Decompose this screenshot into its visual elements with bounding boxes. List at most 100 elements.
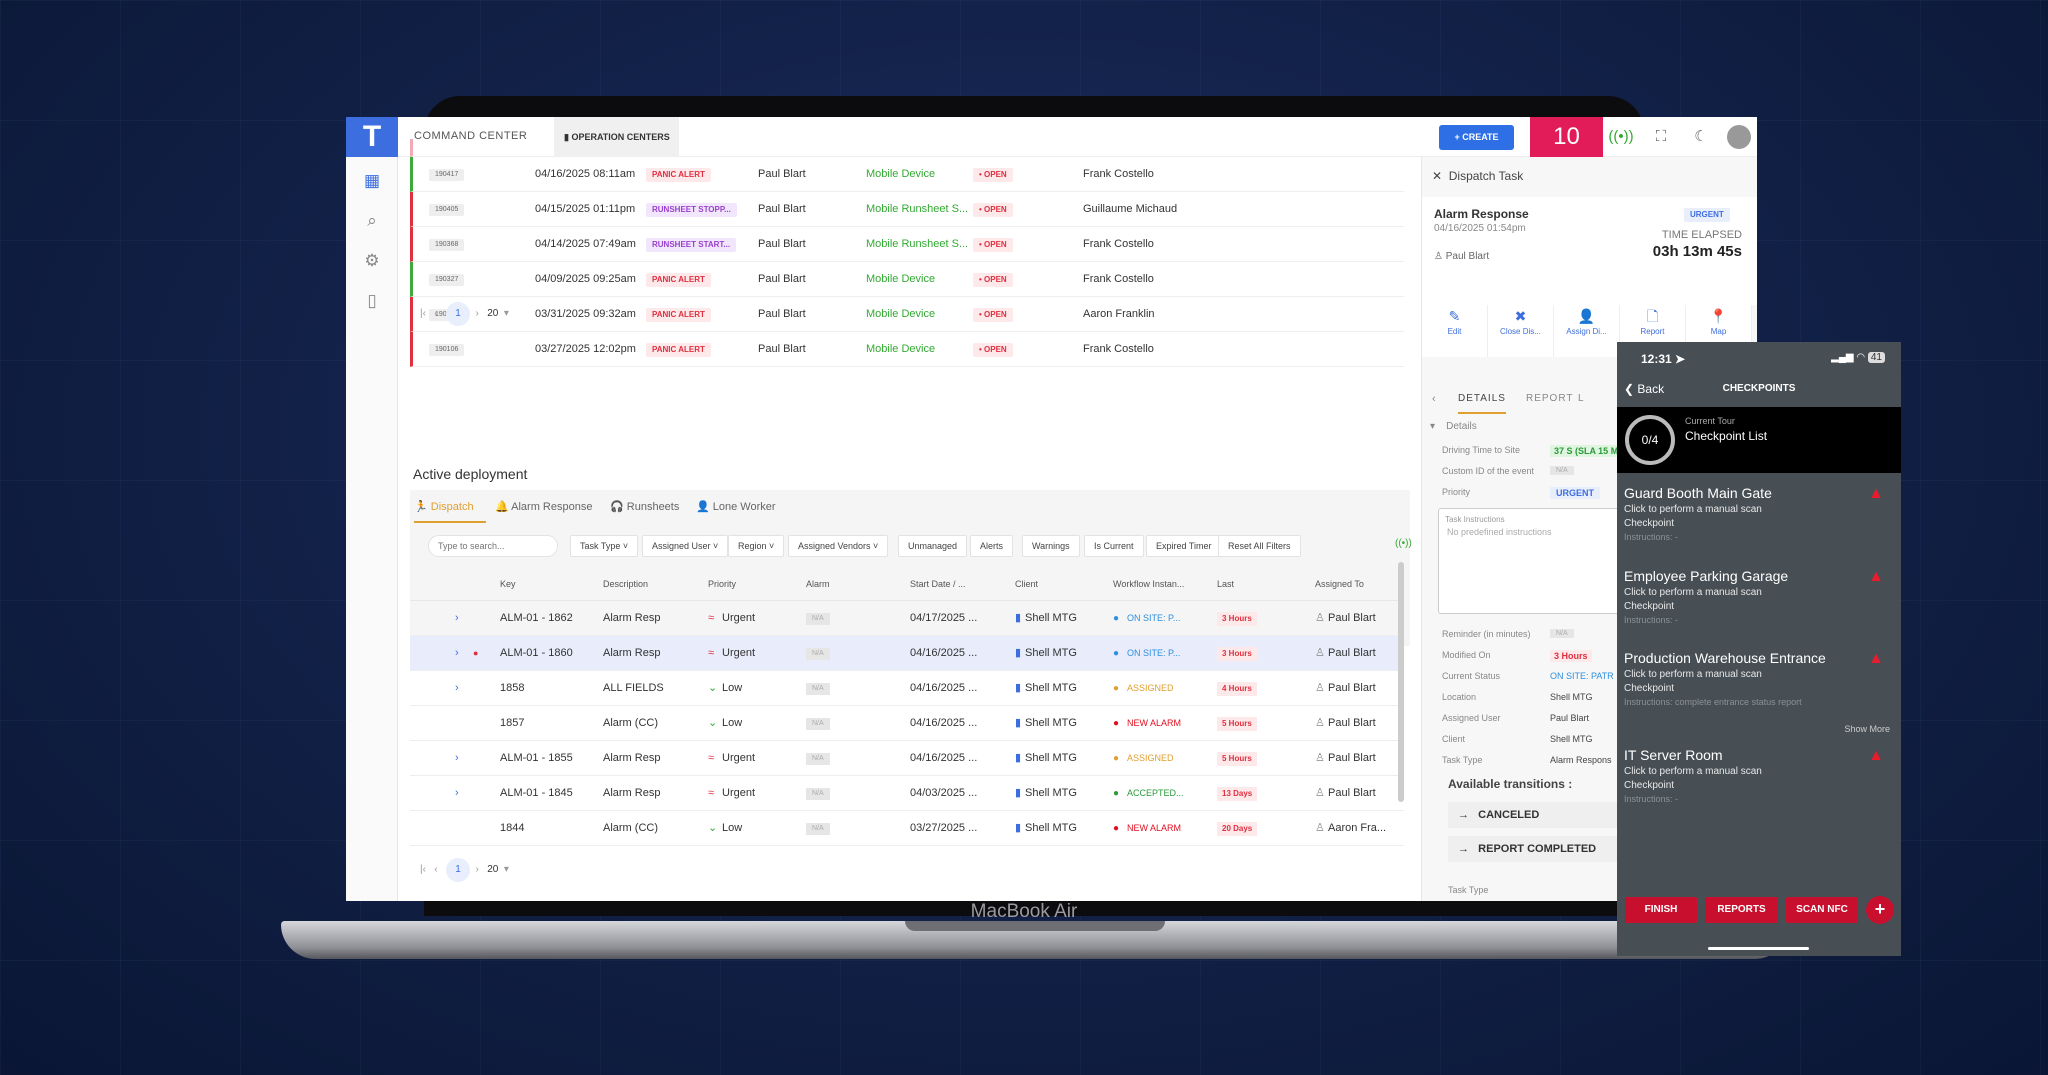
column-header[interactable]: Description xyxy=(603,579,649,589)
page-number[interactable]: 1 xyxy=(445,858,470,882)
checkpoint-item[interactable]: Employee Parking Garage Click to perform … xyxy=(1624,568,1894,625)
table-row[interactable]: 1857 Alarm (CC) ⌄ Low N/A 04/16/2025 ... ▮ Shel… xyxy=(410,706,1404,741)
prev-page-icon[interactable]: ‹ xyxy=(434,864,438,875)
column-header[interactable]: Start Date / ... xyxy=(910,579,966,589)
filter-4[interactable]: Unmanaged xyxy=(898,535,968,557)
gear-icon[interactable]: ⚙ xyxy=(364,251,380,270)
transition-canceled[interactable]: → CANCELED xyxy=(1448,802,1623,828)
search-icon[interactable]: ⌕ xyxy=(367,211,377,230)
expand-chevron-icon[interactable]: › xyxy=(455,612,459,624)
page-size[interactable]: 20 xyxy=(487,864,499,875)
tabs-prev-icon[interactable]: ‹ xyxy=(1432,393,1436,405)
search-input[interactable] xyxy=(428,535,558,557)
column-header[interactable]: Priority xyxy=(708,579,737,589)
assign-dispatch-button[interactable]: 👤 Assign Di... xyxy=(1554,305,1620,357)
close-icon[interactable]: ✕ xyxy=(1432,169,1443,183)
priority-icon: ⌄ xyxy=(708,682,718,694)
laptop-notch xyxy=(905,921,1165,931)
column-header[interactable]: Last xyxy=(1217,579,1235,589)
expand-chevron-icon[interactable]: › xyxy=(455,752,459,764)
alert-count-button[interactable]: 10 xyxy=(1530,117,1603,157)
checkpoint-item[interactable]: IT Server Room Click to perform a manual … xyxy=(1624,747,1894,804)
filter-2[interactable]: Region ˅ xyxy=(728,535,785,557)
expand-chevron-icon[interactable]: › xyxy=(455,787,459,799)
chevron-down-icon[interactable]: ▾ xyxy=(503,864,509,875)
last-badge: 4 Hours xyxy=(1217,682,1257,696)
map-icon[interactable]: ▯ xyxy=(367,291,377,310)
tab-report[interactable]: REPORT xyxy=(1526,393,1574,404)
workflow-status: ASSIGNED xyxy=(1127,753,1174,763)
tab-details[interactable]: DETAILS xyxy=(1458,393,1506,414)
fullscreen-icon[interactable]: ⛶ xyxy=(1655,128,1667,145)
instructions-box[interactable]: Task Instructions No predefined instruct… xyxy=(1438,508,1638,614)
tab-operation-centers[interactable]: ▮ OPERATION CENTERS xyxy=(554,117,679,157)
column-header[interactable]: Client xyxy=(1015,579,1039,589)
table-row[interactable]: 190327 04/09/2025 09:25am PANIC ALERT Paul … xyxy=(410,262,1404,297)
table-row[interactable]: 190368 04/14/2025 07:49am RUNSHEET START..… xyxy=(410,227,1404,262)
table-row[interactable]: › ALM-01 - 1862 Alarm Resp ≈ Urgent N/A 04/17/… xyxy=(410,601,1404,636)
field-value: Paul Blart xyxy=(1550,713,1590,723)
assigned-to: Paul Blart xyxy=(1328,682,1376,694)
first-page-icon[interactable]: |‹ xyxy=(420,864,429,875)
scan-nfc-button[interactable]: SCAN NFC xyxy=(1786,897,1858,923)
last-badge: 13 Days xyxy=(1217,787,1258,801)
add-button[interactable]: + xyxy=(1866,896,1894,924)
table-row[interactable]: › ● ALM-01 - 1860 Alarm Resp ≈ Urgent N/A 04/16… xyxy=(410,636,1404,671)
tab-lone-worker[interactable]: 👤 Lone Worker xyxy=(696,501,776,513)
column-header[interactable]: Workflow Instan... xyxy=(1113,579,1185,589)
page-size[interactable]: 20 xyxy=(487,308,499,319)
filter-3[interactable]: Assigned Vendors ˅ xyxy=(788,535,889,557)
table-row[interactable]: › ALM-01 - 1855 Alarm Resp ≈ Urgent N/A 04/16/… xyxy=(410,741,1404,776)
show-more-link[interactable]: Show More xyxy=(1844,724,1890,734)
avatar[interactable] xyxy=(1724,117,1754,157)
close-dispatch-button[interactable]: ✖ Close Dis... xyxy=(1488,305,1554,357)
table-row[interactable]: 190417 04/16/2025 08:11am PANIC ALERT Paul … xyxy=(410,157,1404,192)
finish-button[interactable]: FINISH xyxy=(1625,897,1697,923)
expand-chevron-icon[interactable]: › xyxy=(455,682,459,694)
table-row[interactable]: 1844 Alarm (CC) ⌄ Low N/A 03/27/2025 ... ▮ Shel… xyxy=(410,811,1404,846)
scrollbar[interactable] xyxy=(1398,562,1404,802)
tab-dispatch[interactable]: 🏃 Dispatch xyxy=(414,500,486,523)
filter-0[interactable]: Task Type ˅ xyxy=(570,535,639,557)
create-button[interactable]: + CREATE xyxy=(1439,125,1514,150)
table-row[interactable]: 190106 03/27/2025 12:02pm PANIC ALERT Paul … xyxy=(410,332,1404,367)
prev-page-icon[interactable]: ‹ xyxy=(434,308,438,319)
column-header[interactable]: Alarm xyxy=(806,579,830,589)
logo[interactable]: T xyxy=(346,117,398,157)
chevron-down-icon[interactable]: ▾ xyxy=(503,308,509,319)
tab-alarm-response[interactable]: 🔔 Alarm Response xyxy=(495,501,593,513)
alert-user: Paul Blart xyxy=(758,238,806,250)
back-button[interactable]: ❮ Back xyxy=(1624,382,1665,396)
dashboard-icon[interactable]: ▦ xyxy=(363,171,381,190)
next-page-icon[interactable]: › xyxy=(475,864,479,875)
table-row[interactable]: 190405 04/15/2025 01:11pm RUNSHEET STOPP..… xyxy=(410,192,1404,227)
reports-button[interactable]: REPORTS xyxy=(1705,897,1778,923)
filter-1[interactable]: Assigned User ˅ xyxy=(642,535,729,557)
tab-runsheets[interactable]: 🎧 Runsheets xyxy=(610,501,680,513)
details-toggle[interactable]: ▾ Details xyxy=(1430,421,1477,432)
live-signal-icon[interactable]: ((•)) xyxy=(1395,538,1412,549)
filter-5[interactable]: Alerts xyxy=(970,535,1014,557)
column-header[interactable]: Assigned To xyxy=(1315,579,1364,589)
next-page-icon[interactable]: › xyxy=(475,308,479,319)
filter-8[interactable]: Expired Timer xyxy=(1146,535,1222,557)
tab-more[interactable]: L xyxy=(1578,393,1584,404)
expand-chevron-icon[interactable]: › xyxy=(455,647,459,659)
signal-icon[interactable]: ((•)) xyxy=(1608,128,1634,145)
checkpoint-item[interactable]: Production Warehouse Entrance Click to pe… xyxy=(1624,650,1894,734)
next-section-toggle[interactable]: Task Type xyxy=(1448,885,1489,895)
moon-icon[interactable]: ☾ xyxy=(1694,128,1708,145)
filter-6[interactable]: Warnings xyxy=(1022,535,1080,557)
first-page-icon[interactable]: |‹ xyxy=(420,308,429,319)
table-row[interactable]: › 1858 ALL FIELDS ⌄ Low N/A 04/16/2025 ... ▮ She… xyxy=(410,671,1404,706)
transition-report-completed[interactable]: → REPORT COMPLETED xyxy=(1448,836,1623,862)
filter-7[interactable]: Is Current xyxy=(1084,535,1144,557)
table-row[interactable]: › ALM-01 - 1845 Alarm Resp ≈ Urgent N/A 04/03/… xyxy=(410,776,1404,811)
checkpoint-item[interactable]: Guard Booth Main Gate Click to perform a … xyxy=(1624,485,1894,542)
column-header[interactable]: Key xyxy=(500,579,516,589)
alert-assignee: Frank Costello xyxy=(1083,343,1154,355)
page-number[interactable]: 1 xyxy=(445,302,470,326)
edit-button[interactable]: ✎ Edit xyxy=(1422,305,1488,357)
filter-9[interactable]: Reset All Filters xyxy=(1218,535,1301,557)
